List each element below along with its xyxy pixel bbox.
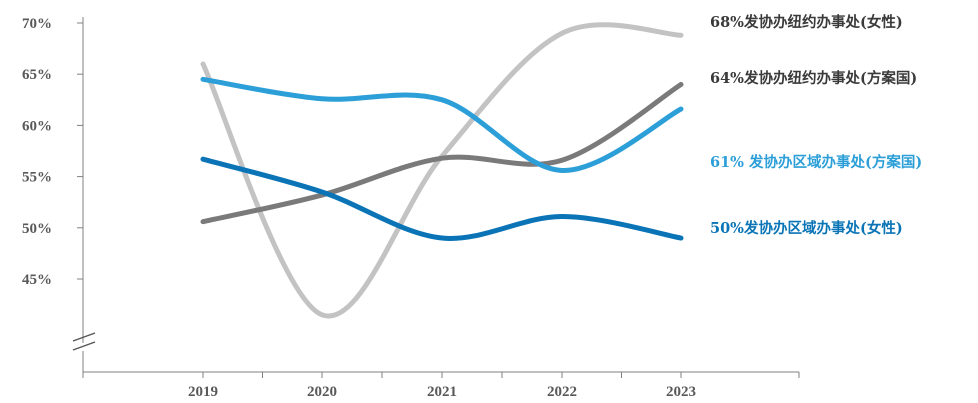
series-line-ny-women [200, 22, 684, 319]
axis-break-mark-2 [72, 341, 96, 351]
x-tick-labels: 2019 2020 2021 2022 2023 [82, 372, 800, 400]
y-tick-label: 65% [22, 67, 52, 83]
series-line-regional-women [200, 156, 684, 241]
y-tick-label: 45% [22, 272, 52, 288]
x-tick-label: 2020 [307, 384, 337, 400]
x-tick-label: 2022 [547, 384, 577, 400]
y-tick-label: 60% [22, 118, 52, 134]
series-lines [200, 22, 684, 319]
series-label-ny-programme: 64%发协办纽约办事处(方案国) [710, 69, 917, 87]
axis-break-mark-1 [72, 332, 96, 342]
y-tick-labels: 70% 65% 60% 55% 50% 45% [22, 16, 83, 288]
series-line-regional-programme [200, 76, 684, 173]
series-labels: 68%发协办纽约办事处(女性) 64%发协办纽约办事处(方案国) 61% 发协办区域… [710, 13, 922, 237]
y-tick-label: 50% [22, 221, 52, 237]
x-tick-label: 2019 [188, 384, 218, 400]
x-tick-label: 2023 [666, 384, 696, 400]
y-axis [72, 17, 96, 372]
y-tick-label: 55% [22, 170, 52, 186]
y-tick-label: 70% [22, 16, 52, 32]
series-label-regional-women: 50%发协办区域办事处(女性) [710, 219, 903, 237]
series-label-regional-programme: 61% 发协办区域办事处(方案国) [710, 153, 922, 171]
series-label-ny-women: 68%发协办纽约办事处(女性) [710, 13, 903, 31]
x-tick-label: 2021 [427, 384, 457, 400]
